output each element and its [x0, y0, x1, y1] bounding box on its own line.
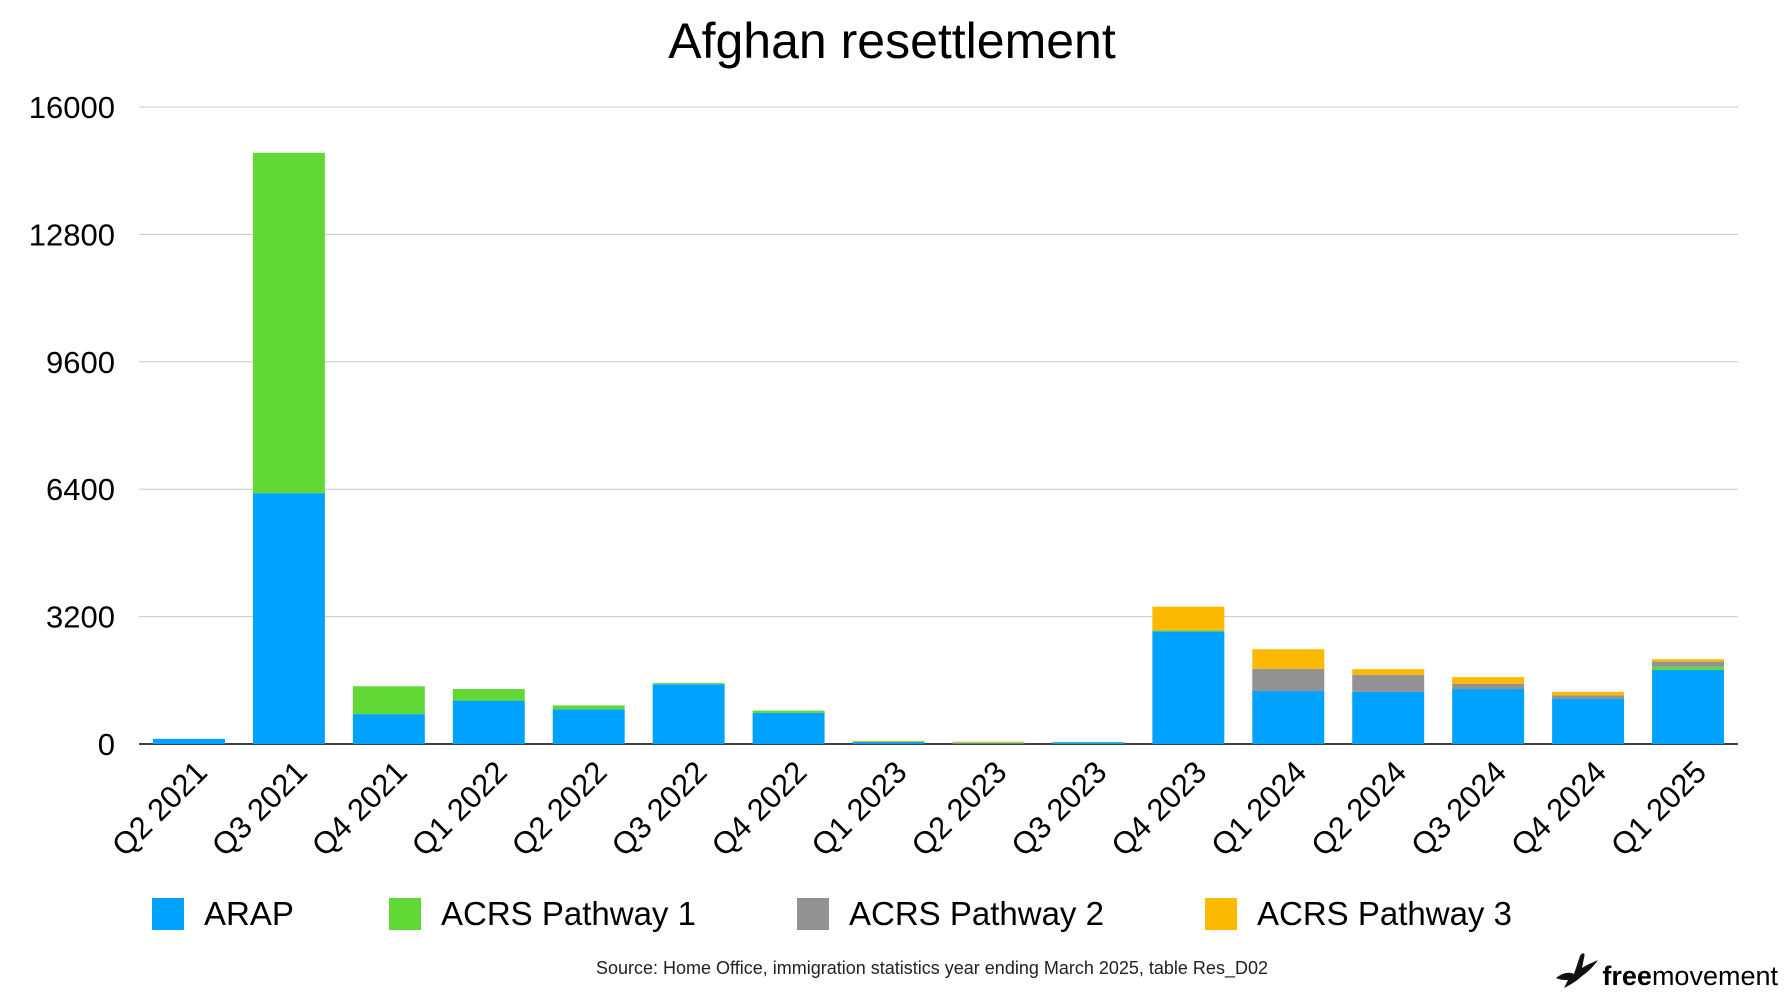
y-tick-label: 9600	[46, 345, 115, 380]
bar-segment	[1352, 674, 1425, 692]
legend-label: ACRS Pathway 1	[441, 895, 696, 932]
bar-segment	[952, 743, 1025, 744]
x-tick-label: Q3 2022	[605, 754, 714, 863]
legend-swatch	[797, 898, 829, 930]
y-tick-label: 0	[98, 727, 115, 762]
legend-item: ACRS Pathway 1	[389, 895, 696, 933]
legend-swatch	[152, 898, 184, 930]
x-tick-label: Q3 2024	[1404, 754, 1513, 863]
legend-swatch	[1205, 898, 1237, 930]
bar-segment	[1152, 630, 1225, 632]
x-tick-label: Q4 2024	[1504, 754, 1613, 863]
x-tick-label: Q4 2022	[705, 754, 814, 863]
bar-segment	[352, 714, 425, 744]
x-tick-label: Q1 2023	[805, 754, 914, 863]
bar-segment	[1652, 669, 1725, 744]
x-tick-label: Q2 2022	[505, 754, 614, 863]
bar-segment	[1252, 649, 1325, 669]
x-tick-label: Q2 2024	[1304, 754, 1413, 863]
bar-segment	[1252, 668, 1325, 692]
bar-segment	[252, 152, 325, 494]
bar-segment	[1352, 691, 1425, 744]
legend-label: ACRS Pathway 2	[849, 895, 1104, 932]
legend-label: ARAP	[204, 895, 294, 932]
bar-segment	[552, 709, 625, 744]
legend-item: ACRS Pathway 3	[1205, 895, 1512, 933]
bar-segment	[952, 741, 1025, 743]
y-tick-label: 3200	[46, 600, 115, 635]
x-tick-label: Q3 2021	[205, 754, 314, 863]
bar-segment	[1652, 661, 1725, 667]
bar-segment	[552, 705, 625, 710]
bar-segment	[1452, 683, 1525, 690]
bar-segment	[1552, 695, 1625, 699]
bar-segment	[252, 493, 325, 744]
logo-text: freemovement	[1602, 961, 1778, 991]
legend-swatch	[389, 898, 421, 930]
y-tick-label: 16000	[29, 90, 115, 125]
bar-segment	[1652, 666, 1725, 670]
bar-segment	[1452, 689, 1525, 744]
bar-segment	[652, 683, 725, 685]
bar-segment	[1552, 698, 1625, 744]
logo: freemovement	[1554, 950, 1778, 990]
x-tick-label: Q4 2021	[305, 754, 414, 863]
x-tick-label: Q3 2023	[1005, 754, 1114, 863]
bar-segment	[452, 700, 525, 744]
bar-segment	[1052, 742, 1125, 744]
bar-segment	[1552, 691, 1625, 696]
x-tick-label: Q1 2025	[1604, 754, 1713, 863]
bar-segment	[1152, 606, 1225, 631]
x-tick-label: Q2 2023	[905, 754, 1014, 863]
bar-segment	[852, 742, 925, 744]
y-tick-label: 12800	[29, 217, 115, 252]
bar-segment	[152, 738, 225, 744]
x-tick-label: Q1 2022	[405, 754, 514, 863]
bar-segment	[752, 712, 825, 744]
bar-segment	[452, 689, 525, 701]
bar-segment	[1152, 631, 1225, 744]
bar-segment	[1452, 677, 1525, 684]
bar-segment	[852, 740, 925, 742]
chart-title: Afghan resettlement	[668, 13, 1116, 69]
legend-item: ACRS Pathway 2	[797, 895, 1104, 933]
bar-segment	[752, 710, 825, 713]
x-tick-label: Q1 2024	[1204, 754, 1313, 863]
legend-item: ARAP	[152, 895, 294, 933]
bar-segment	[652, 684, 725, 744]
x-tick-label: Q4 2023	[1104, 754, 1213, 863]
bar-segment	[352, 686, 425, 715]
bird-icon	[1556, 953, 1599, 988]
source-note: Source: Home Office, immigration statist…	[596, 958, 1268, 978]
bar-segment	[1252, 691, 1325, 744]
y-tick-label: 6400	[46, 472, 115, 507]
legend-label: ACRS Pathway 3	[1257, 895, 1512, 932]
bar-segment	[1352, 669, 1425, 675]
x-tick-label: Q2 2021	[105, 754, 214, 863]
bar-segment	[1652, 659, 1725, 662]
